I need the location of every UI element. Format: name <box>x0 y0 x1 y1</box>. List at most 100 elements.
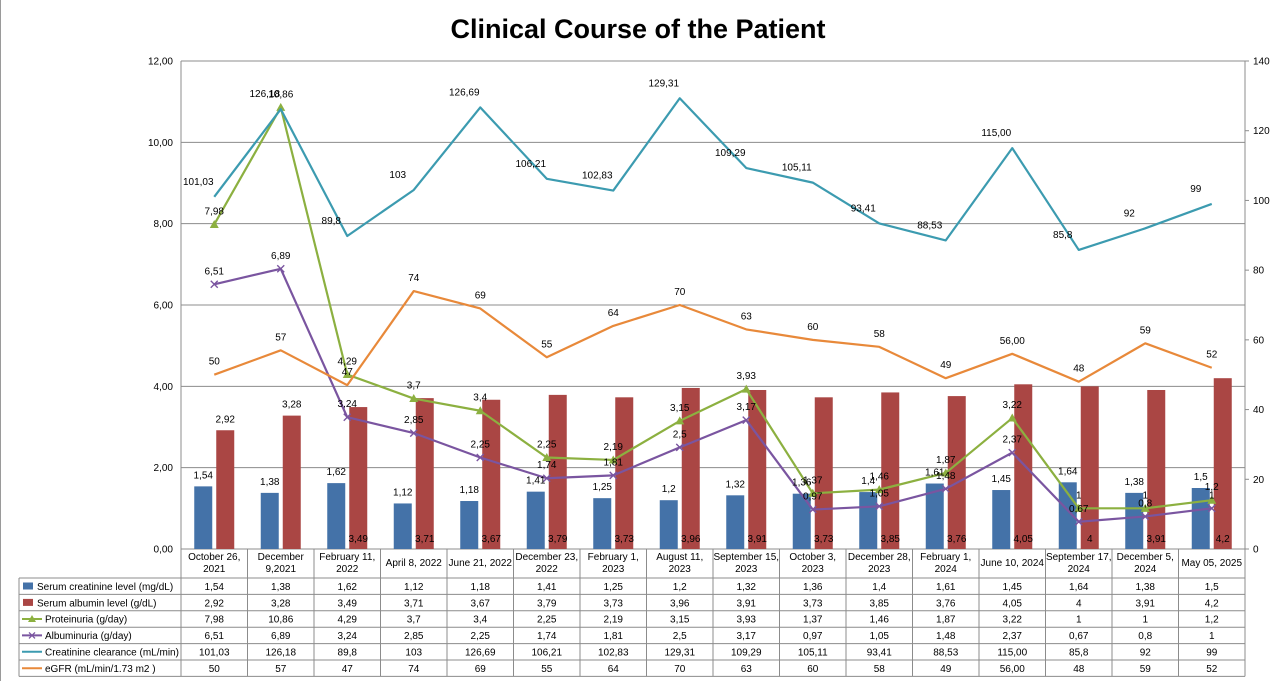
table-cell: 129,31 <box>664 648 695 659</box>
data-label-albumin: 4 <box>1087 534 1093 545</box>
table-cell: 3,91 <box>737 598 757 609</box>
table-cell: 3,93 <box>737 615 757 626</box>
table-cell: 3,73 <box>604 598 624 609</box>
category-label: 2024 <box>935 564 958 575</box>
bar-albumin <box>881 392 900 549</box>
table-cell: 7,98 <box>205 615 225 626</box>
y-right-tick-label: 20 <box>1253 475 1265 486</box>
bar-creatinine <box>925 483 944 549</box>
data-label-creatinine: 126,69 <box>449 87 480 98</box>
data-label-creatinine: 1,36 <box>792 478 812 489</box>
data-label-egfr: 64 <box>608 308 620 319</box>
marker-albuminuria <box>941 484 950 493</box>
table-cell: 1,46 <box>870 615 890 626</box>
data-label-albumin: 3,91 <box>1147 534 1167 545</box>
category-label: December 23, <box>515 552 578 563</box>
data-label-creatinine: 109,29 <box>715 148 746 159</box>
table-cell: 1,48 <box>936 631 956 642</box>
bar-albumin <box>947 396 966 549</box>
table-cell: 1,37 <box>803 615 823 626</box>
table-cell: 0,97 <box>803 631 823 642</box>
data-label-creatinine: 1,38 <box>260 477 280 488</box>
data-label-proteinuria: 10,86 <box>268 89 293 100</box>
bar-albumin <box>1213 378 1232 549</box>
table-cell: 3,85 <box>870 598 890 609</box>
data-label-creatinine: 99 <box>1190 184 1202 195</box>
table-cell: 6,51 <box>205 631 225 642</box>
data-label-albumin: 2,92 <box>216 414 236 425</box>
table-row-label: Serum creatinine level (mg/dL) <box>37 582 173 593</box>
data-label-proteinuria: 1,87 <box>936 455 956 466</box>
category-label: December 28, <box>848 552 911 563</box>
table-cell: 2,37 <box>1003 631 1023 642</box>
axes: 0,00 2,00 4,00 6,00 8,00 10,00 12,00 0 20 40 60 80 1… <box>148 57 1270 578</box>
category-label: April 8, 2022 <box>386 558 443 569</box>
table-cell: 88,53 <box>933 648 958 659</box>
bar-albumin <box>814 397 833 549</box>
marker-proteinuria <box>1207 495 1217 504</box>
table-cell: 1,5 <box>1205 582 1219 593</box>
table-cell: 55 <box>541 664 553 675</box>
marker-albuminuria <box>675 443 684 452</box>
data-label-creatinine: 92 <box>1124 208 1136 219</box>
marker-albuminuria <box>1008 448 1017 457</box>
y-left-tick-label: 10,00 <box>148 138 173 149</box>
y-right-tick-label: 120 <box>1253 126 1270 137</box>
data-label-albuminuria: 6,51 <box>205 266 225 277</box>
data-label-egfr: 58 <box>874 329 886 340</box>
data-label-albumin: 3,91 <box>748 534 768 545</box>
data-label-egfr: 47 <box>342 367 354 378</box>
data-label-proteinuria: 3,93 <box>737 371 757 382</box>
table-cell: 2,25 <box>471 631 491 642</box>
table-cell: 4 <box>1076 598 1082 609</box>
table-cell: 1,87 <box>936 615 956 626</box>
table-cell: 1,25 <box>604 582 624 593</box>
data-label-creatinine: 1,2 <box>662 484 676 495</box>
data-label-albuminuria: 2,37 <box>1003 435 1023 446</box>
category-label: February 11, <box>319 552 375 563</box>
data-label-albuminuria: 1,74 <box>537 460 557 471</box>
category-label: October 26, <box>188 552 240 563</box>
marker-albuminuria <box>476 453 485 462</box>
data-label-creatinine: 126,18 <box>249 89 280 100</box>
marker-proteinuria <box>542 453 552 461</box>
data-label-creatinine: 1,45 <box>992 474 1012 485</box>
data-label-albumin: 4,2 <box>1216 534 1230 545</box>
y-left-tick-label: 0,00 <box>154 545 174 556</box>
marker-albuminuria <box>808 505 817 514</box>
data-label-egfr: 56,00 <box>1000 336 1025 347</box>
table-cell: 1,12 <box>404 582 424 593</box>
category-label: February 1, <box>920 552 971 563</box>
table-cell: 0,8 <box>1138 631 1152 642</box>
bar-creatinine <box>460 501 479 549</box>
table-cell: 3,67 <box>471 598 491 609</box>
category-label: February 1, <box>588 552 639 563</box>
bar-creatinine <box>194 486 213 549</box>
legend-key <box>23 582 33 590</box>
bar-albumin <box>282 415 301 549</box>
table-cell: 126,18 <box>265 648 296 659</box>
data-label-creatinine: 1,18 <box>460 485 480 496</box>
marker-albuminuria <box>875 502 884 511</box>
table-cell: 105,11 <box>798 648 828 659</box>
data-label-creatinine: 101,03 <box>183 177 214 188</box>
data-label-albuminuria: 0,67 <box>1069 504 1089 515</box>
data-label-albuminuria: 2,85 <box>404 415 424 426</box>
data-label-albumin: 3,28 <box>282 400 302 411</box>
marker-albuminuria <box>409 429 418 438</box>
data-label-albumin: 3,85 <box>881 534 901 545</box>
table-cell: 1,36 <box>803 582 823 593</box>
bar-creatinine <box>859 492 878 549</box>
data-label-albumin: 3,71 <box>415 534 435 545</box>
y-left-tick-label: 8,00 <box>154 219 174 230</box>
bar-creatinine <box>260 492 279 549</box>
table-cell: 109,29 <box>731 648 762 659</box>
data-label-albuminuria: 1,81 <box>604 457 624 468</box>
table-cell: 6,89 <box>271 631 291 642</box>
table-cell: 48 <box>1073 664 1085 675</box>
bar-creatinine <box>1191 488 1210 549</box>
data-label-egfr: 49 <box>940 360 952 371</box>
table-cell: 3,49 <box>338 598 358 609</box>
table-cell: 63 <box>741 664 753 675</box>
